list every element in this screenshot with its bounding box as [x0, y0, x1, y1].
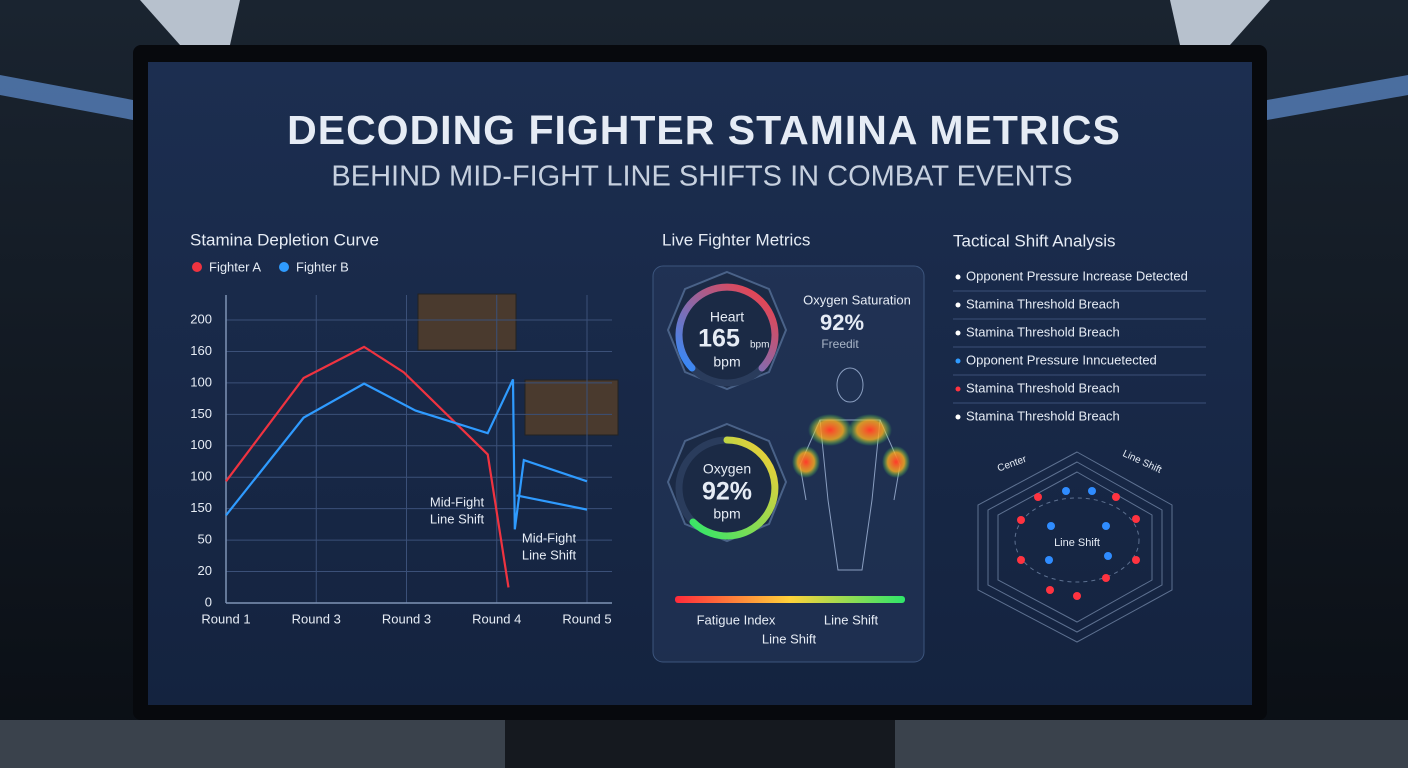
list-bullet [955, 386, 961, 392]
y-tick-label: 100 [190, 469, 212, 484]
y-tick-label: 100 [190, 374, 212, 389]
monitor-stand [505, 718, 895, 768]
metrics-title: Live Fighter Metrics [662, 230, 810, 249]
y-tick-label: 150 [190, 500, 212, 515]
fatigue-bar [675, 596, 905, 603]
fight-photo [417, 293, 517, 351]
y-tick-label: 50 [198, 532, 212, 547]
gauge-arc [689, 436, 779, 540]
bar-label: Line Shift [824, 612, 879, 627]
list-bullet [955, 414, 961, 420]
y-tick-label: 150 [190, 406, 212, 421]
list-item: Stamina Threshold Breach [966, 380, 1120, 395]
tactical-title: Tactical Shift Analysis [953, 231, 1116, 250]
x-tick-label: Round 3 [292, 611, 341, 626]
annotation: Mid-Fight [522, 530, 577, 545]
list-bullet [955, 330, 961, 336]
saturation-label: Oxygen Saturation [803, 292, 911, 307]
bar-label: Line Shift [762, 631, 817, 646]
oxygen-value: 92% [702, 478, 752, 506]
list-item: Stamina Threshold Breach [966, 324, 1120, 339]
oxygen-unit: bpm [713, 506, 740, 522]
list-item: Opponent Pressure Increase Detected [966, 268, 1188, 283]
x-tick-label: Round 4 [472, 611, 521, 626]
title: DECODING FIGHTER STAMINA METRICS [287, 107, 1121, 153]
ring-dots [1017, 487, 1140, 600]
legend-marker [279, 262, 289, 272]
y-tick-label: 20 [198, 563, 212, 578]
gauge-arc [675, 283, 779, 372]
x-tick-label: Round 1 [201, 611, 250, 626]
list-item: Stamina Threshold Breach [966, 296, 1120, 311]
annotation: Line Shift [430, 511, 485, 526]
heart-unit: bpm [713, 354, 740, 370]
y-tick-label: 200 [190, 311, 212, 326]
chart-title: Stamina Depletion Curve [190, 230, 379, 249]
list-bullet [955, 358, 961, 364]
y-tick-label: 100 [190, 437, 212, 452]
subtitle: BEHIND MID-FIGHT LINE SHIFTS IN COMBAT E… [331, 161, 1072, 193]
list-item: Stamina Threshold Breach [966, 408, 1120, 423]
oxygen-label: Oxygen [703, 461, 751, 477]
legend-label: Fighter A [209, 259, 261, 274]
wall-light [1267, 75, 1408, 120]
wall-light [0, 75, 133, 120]
annotation: Mid-Fight [430, 494, 485, 509]
list-bullet [955, 302, 961, 308]
heart-value: 165 [698, 325, 740, 353]
fight-photo [524, 379, 619, 436]
ceiling-light [1170, 0, 1270, 45]
line-series [225, 345, 510, 588]
x-tick-label: Round 5 [562, 611, 611, 626]
list-bullet [955, 274, 961, 280]
ring-label: Line Shift [1054, 537, 1100, 549]
heart-label: Heart [710, 309, 744, 325]
legend-label: Fighter B [296, 259, 349, 274]
y-tick-label: 160 [190, 343, 212, 358]
bar-label: Fatigue Index [697, 612, 776, 627]
saturation-note: Freedit [821, 337, 859, 351]
x-tick-label: Round 3 [382, 611, 431, 626]
body-figure [792, 367, 910, 571]
ceiling-light [140, 0, 240, 45]
list-item: Opponent Pressure Inncuetected [966, 352, 1157, 367]
y-tick-label: 0 [205, 594, 212, 609]
line-series [225, 378, 588, 530]
annotation: Line Shift [522, 547, 577, 562]
heart-unit-small: bpm [750, 340, 769, 351]
saturation-value: 92% [820, 310, 864, 335]
legend-marker [192, 262, 202, 272]
ring-diagram [977, 451, 1173, 643]
